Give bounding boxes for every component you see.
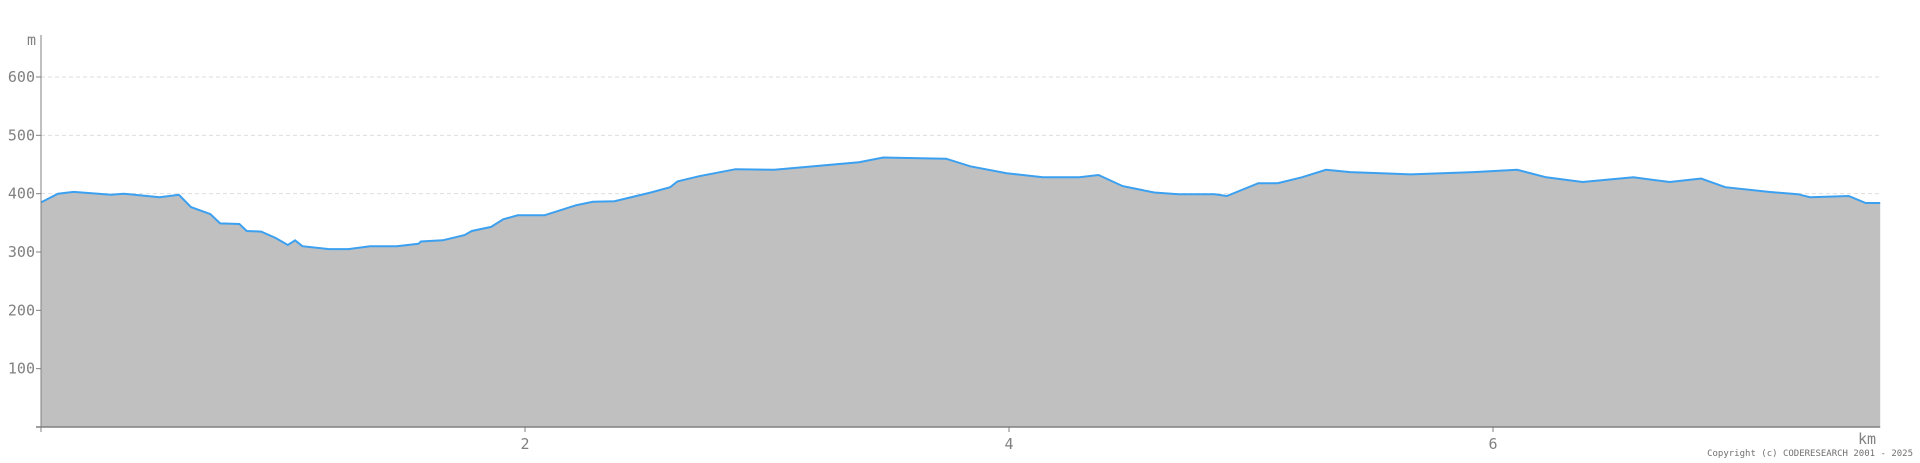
- x-tick-label: 6: [1488, 435, 1497, 453]
- y-tick-label: 500: [8, 126, 35, 144]
- x-tick-label: 2: [520, 435, 529, 453]
- elevation-line: [40, 156, 1881, 251]
- axes: 100 200 300 400 500 600 2 4 6: [8, 35, 1881, 453]
- y-tick-label: 600: [8, 68, 35, 86]
- x-axis-label: km: [1858, 430, 1876, 448]
- y-tick-label: 200: [8, 301, 35, 319]
- y-axis-label: m: [27, 31, 36, 49]
- y-tick-label: 400: [8, 185, 35, 203]
- copyright-notice: Copyright (c) CODERESEARCH 2001 - 2025: [1707, 449, 1913, 459]
- y-tick-label: 300: [8, 243, 35, 261]
- elevation-area: [41, 157, 1881, 427]
- x-tick-label: 4: [1004, 435, 1013, 453]
- y-tick-label: 100: [8, 360, 35, 378]
